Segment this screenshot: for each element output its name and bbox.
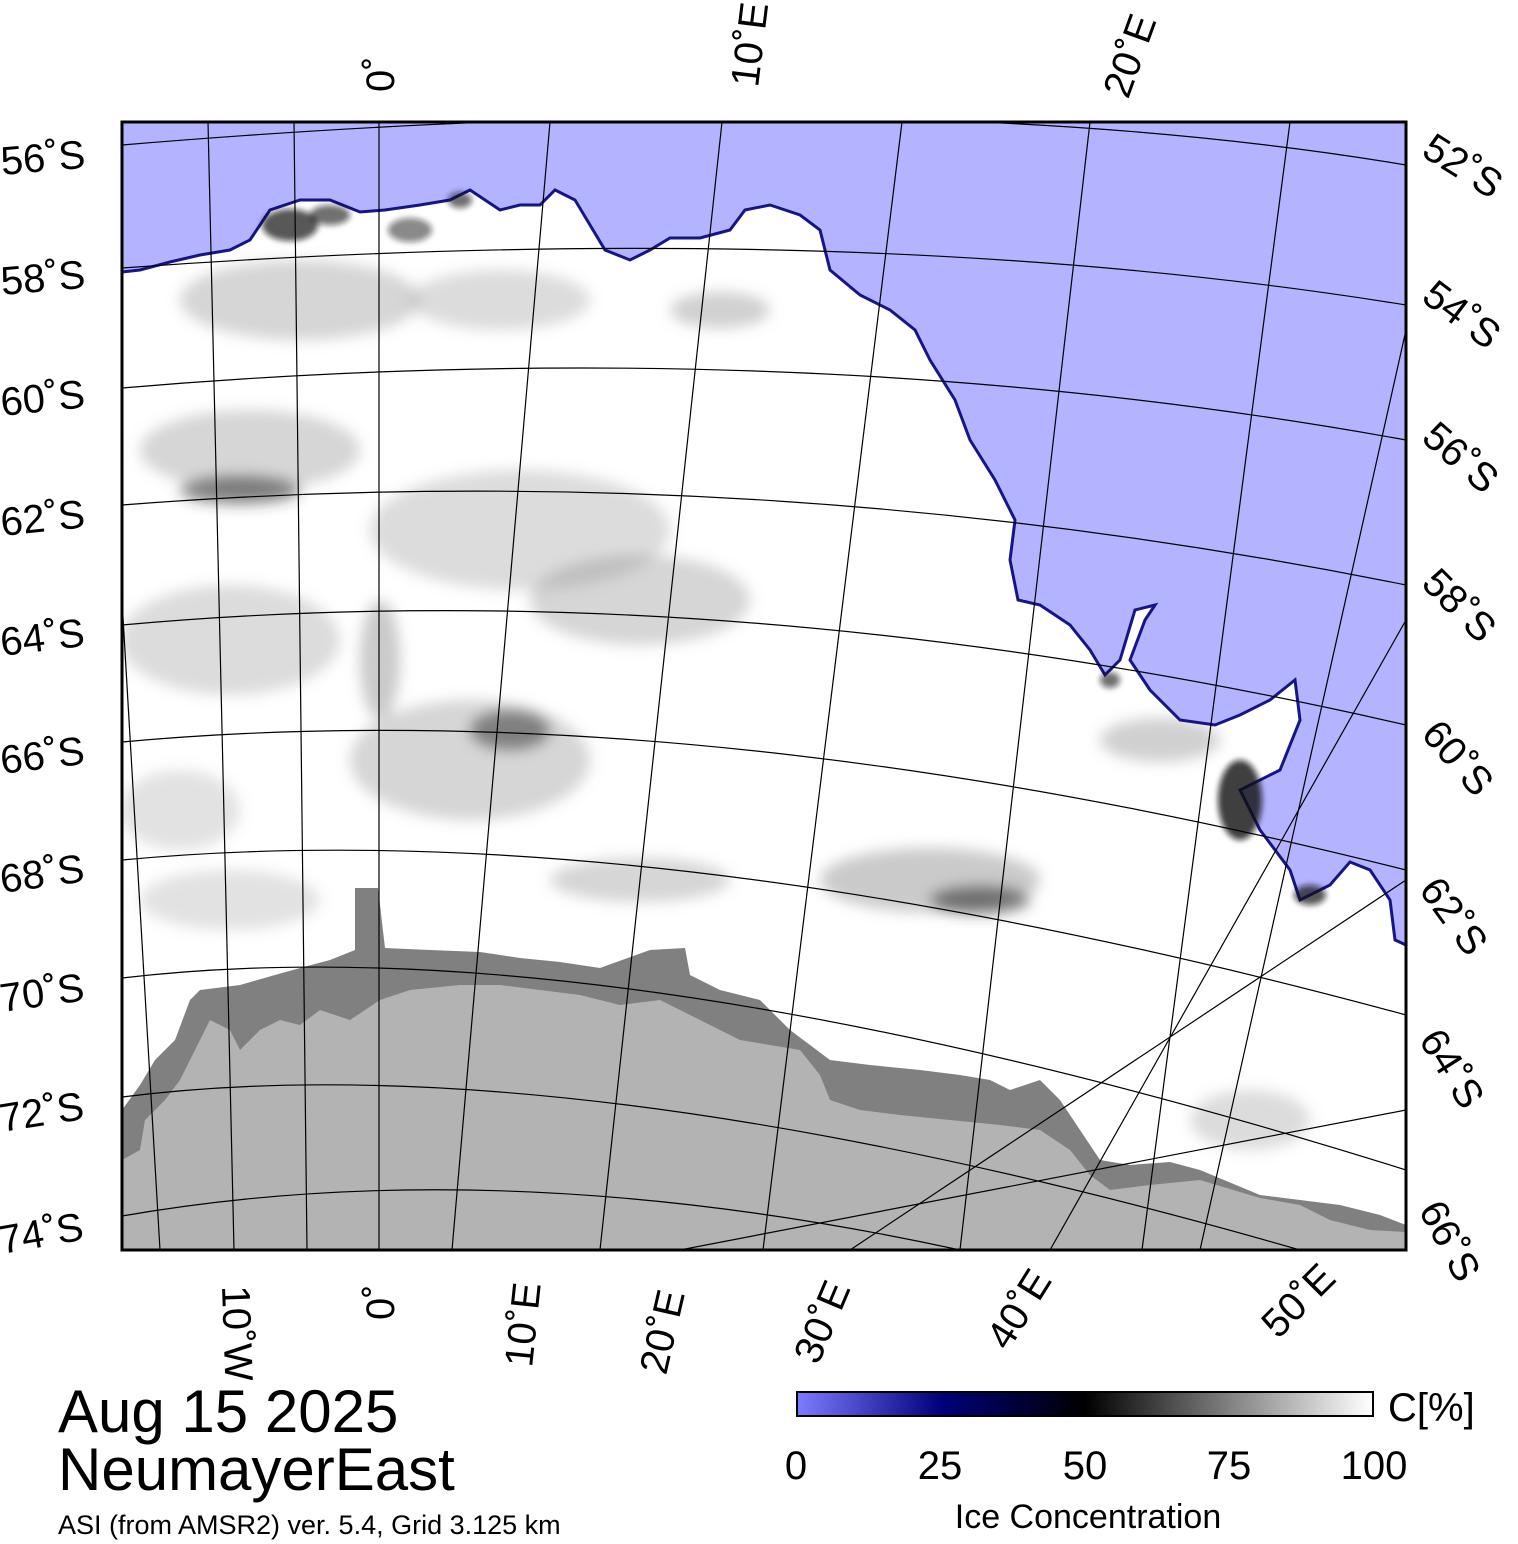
bottom-longitude-labels: 10˚W 0˚ 10˚E 20˚E 30˚E 40˚E 50˚E [213,1256,1344,1380]
ice-edge-blobs [262,192,1326,905]
bottom-lon-label: 10˚W [213,1285,260,1380]
sea-ice-map: 0˚ 10˚E 20˚E 10˚W 0˚ 10˚E 20˚E 30˚E 40˚E… [0,0,1510,1380]
bottom-lon-label: 50˚E [1253,1256,1344,1347]
right-lat-label: 52˚S [1415,125,1510,207]
bottom-lon-label: 40˚E [978,1262,1060,1357]
data-source: ASI (from AMSR2) ver. 5.4, Grid 3.125 km [58,1510,561,1540]
map-frame [120,120,1408,1252]
left-lat-label: 64˚S [0,611,87,665]
right-lat-label: 64˚S [1410,1021,1492,1116]
bottom-lon-label: 10˚E [497,1280,550,1369]
bottom-lon-label: 20˚E [632,1286,694,1378]
ice-concentration-texture [122,260,1310,1150]
colorbar-tick: 50 [1062,1444,1108,1488]
land [122,985,1406,1250]
top-lon-label: 20˚E [1095,9,1165,103]
colorbar-tick: 100 [1340,1444,1408,1488]
right-lat-label: 60˚S [1413,712,1502,805]
left-lat-label: 56˚S [0,133,87,184]
colorbar-title: Ice Concentration [954,1498,1222,1536]
left-lat-label: 58˚S [0,253,87,304]
right-lat-label: 62˚S [1411,869,1496,963]
right-lat-label: 66˚S [1410,1194,1489,1289]
map-date: Aug 15 2025 [58,1378,399,1445]
latitude-lines [122,122,1406,1250]
right-lat-label: 54˚S [1415,272,1509,358]
top-longitude-labels: 0˚ 10˚E 20˚E [359,0,1165,103]
left-lat-label: 66˚S [0,729,87,783]
longitude-lines [122,122,1406,1250]
left-lat-label: 72˚S [0,1084,87,1141]
left-lat-label: 62˚S [0,492,87,545]
colorbar-tick: 0 [784,1444,808,1488]
map-region: NeumayerEast [58,1436,455,1503]
open-water [122,122,1406,945]
left-lat-label: 74˚S [0,1205,87,1263]
right-lat-label: 56˚S [1414,414,1507,503]
left-lat-label: 70˚S [0,966,87,1021]
colorbar-tick: 75 [1206,1444,1252,1488]
right-lat-label: 58˚S [1414,560,1505,651]
colorbar-tick: 25 [917,1444,963,1488]
left-latitude-labels: 56˚S 58˚S 60˚S 62˚S 64˚S 66˚S 68˚S 70˚S … [0,133,87,1263]
ice-concentration-colorbar [796,1391,1374,1417]
left-lat-label: 60˚S [0,372,87,425]
ice-edge-low-concentration [122,188,1406,947]
top-lon-label: 10˚E [723,0,777,89]
left-lat-label: 68˚S [0,847,87,902]
bottom-lon-label: 0˚ [359,1284,403,1320]
top-lon-label: 0˚ [359,56,403,92]
bottom-lon-label: 30˚E [786,1275,860,1370]
colorbar-unit: C[%] [1388,1386,1475,1430]
right-latitude-labels: 52˚S 54˚S 56˚S 58˚S 60˚S 62˚S 64˚S 66˚S [1410,125,1510,1289]
